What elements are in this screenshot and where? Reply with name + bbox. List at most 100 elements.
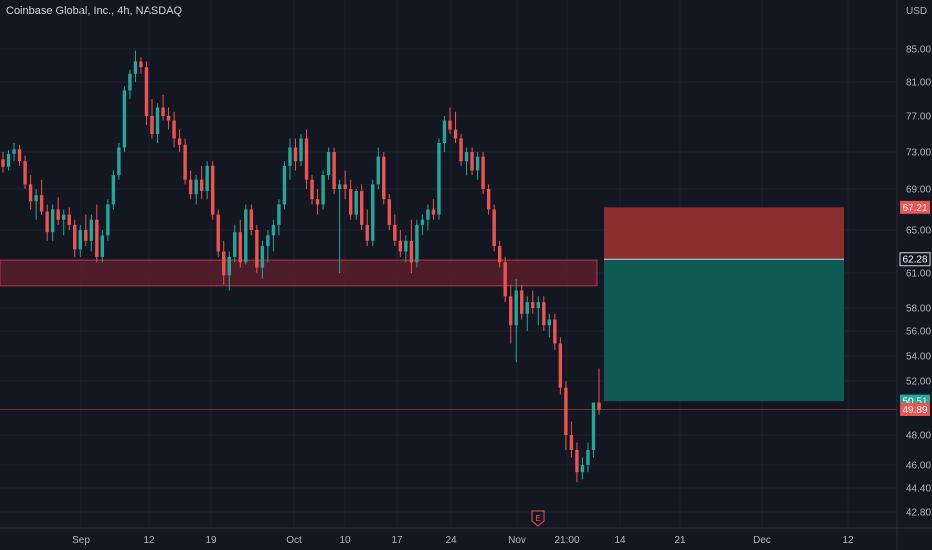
price-tag-bg: [900, 200, 930, 214]
candle-body: [558, 343, 563, 388]
candle: [492, 204, 496, 252]
y-tick-label: 42.80: [906, 508, 931, 519]
x-tick-label: Oct: [286, 535, 302, 546]
candle-body: [448, 120, 452, 130]
candle-body: [177, 138, 182, 145]
y-tick-label: 73.00: [906, 148, 931, 159]
candle-body: [277, 204, 281, 225]
candle-body: [409, 240, 414, 263]
candle: [310, 175, 314, 205]
candle-body: [371, 184, 375, 241]
candle-body: [564, 387, 568, 435]
candle: [453, 111, 458, 143]
candle-body: [1, 159, 5, 167]
candle-body: [172, 120, 176, 139]
candle: [404, 235, 408, 263]
y-axis: 85.00 81.00 77.00 73.00 69.00 65.00 61.00 58.00…: [896, 0, 931, 550]
candle: [365, 209, 369, 247]
y-tick-label: 61.00: [906, 269, 931, 280]
candle-body: [78, 230, 82, 250]
candle-body: [199, 179, 204, 192]
candle: [117, 143, 121, 180]
candle: [398, 230, 403, 257]
candle-body: [166, 116, 171, 121]
candle-body: [580, 465, 585, 473]
take-profit-zone[interactable]: [604, 259, 844, 402]
candle-body: [139, 61, 143, 68]
candle-body: [315, 199, 320, 205]
candle-body: [586, 450, 590, 465]
candle-body: [17, 149, 22, 162]
candle-body: [547, 319, 552, 326]
candle-body: [95, 219, 99, 257]
y-tick-label: 54.00: [906, 352, 931, 363]
candle: [564, 381, 568, 450]
candle: [6, 150, 11, 171]
candle: [34, 189, 38, 220]
candle: [354, 189, 358, 220]
candle-body: [260, 246, 265, 268]
candle: [150, 99, 154, 139]
candle-body: [382, 156, 386, 200]
candle-body: [39, 195, 44, 212]
candle-body: [183, 144, 187, 180]
candle: [122, 86, 127, 152]
candle: [591, 402, 596, 458]
candle: [536, 296, 540, 326]
candle: [520, 284, 524, 320]
candle: [448, 107, 452, 134]
candle: [12, 143, 16, 162]
candle: [393, 214, 397, 247]
price-tag: 62.28: [899, 252, 931, 267]
y-tick-label: 77.00: [906, 112, 931, 123]
candle: [299, 134, 303, 166]
candle: [67, 207, 71, 230]
candle-body: [205, 165, 209, 192]
candle: [525, 296, 529, 331]
candle-body: [56, 209, 60, 220]
candle-body: [387, 199, 391, 225]
candle: [321, 170, 325, 210]
candle-body: [326, 152, 331, 176]
candle-body: [155, 107, 160, 134]
candle: [326, 147, 331, 180]
resistance-zone[interactable]: [0, 259, 598, 287]
candle: [437, 138, 441, 220]
candle-body: [216, 214, 220, 252]
candle: [255, 224, 259, 273]
candle: [304, 129, 309, 189]
y-tick-label: 48.00: [906, 431, 931, 442]
candle-body: [470, 152, 474, 171]
candle: [282, 161, 287, 210]
candle: [78, 224, 82, 257]
candle: [128, 69, 132, 99]
candle: [315, 189, 320, 215]
candle-body: [376, 156, 380, 185]
candle: [133, 50, 138, 82]
y-tick-label: 69.00: [906, 185, 931, 196]
y-tick-label: 58.00: [906, 304, 931, 315]
candle-body: [67, 214, 71, 225]
candle: [205, 161, 209, 200]
candle: [172, 111, 176, 148]
candle-body: [569, 435, 574, 450]
candle: [426, 204, 430, 230]
candle: [475, 152, 480, 180]
candle-body: [354, 191, 358, 215]
candle-body: [89, 219, 93, 241]
candle-body: [62, 214, 66, 220]
chart-zones: [0, 207, 897, 410]
candle-body: [525, 302, 529, 314]
stop-loss-zone[interactable]: [604, 207, 844, 260]
candle-body: [398, 240, 403, 252]
candle: [348, 179, 353, 220]
x-tick-label: 19: [205, 535, 217, 546]
candle-body: [222, 251, 226, 276]
earnings-marker[interactable]: E: [531, 510, 545, 527]
candle-body: [106, 204, 110, 236]
candle: [288, 138, 292, 180]
candle-body: [111, 175, 116, 205]
candle: [1, 152, 5, 173]
candle: [233, 224, 237, 263]
